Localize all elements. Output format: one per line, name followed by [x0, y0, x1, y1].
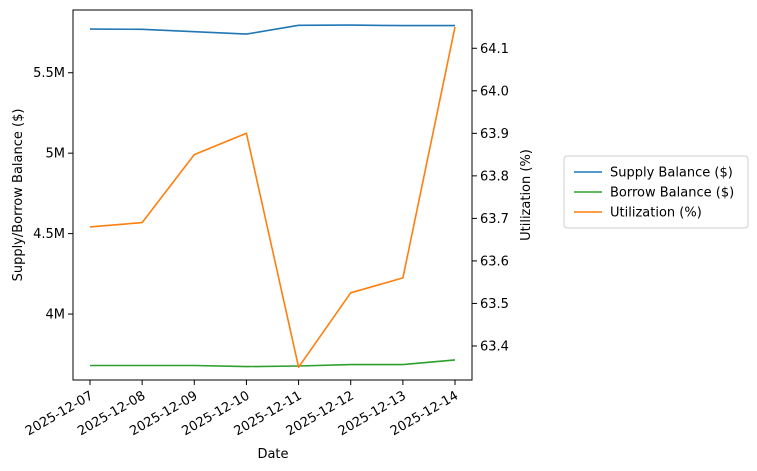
series-line-supply-balance: [89, 24, 455, 35]
legend-items: Supply Balance ($) Borrow Balance ($) Util…: [574, 166, 734, 221]
y-axis-left: 4M 4.5M 5M 5.5M: [33, 66, 73, 323]
y-right-tick-label: 64.1: [480, 42, 509, 57]
y-right-tick-label: 63.4: [480, 339, 509, 354]
legend-label: Utilization (%): [610, 206, 702, 221]
series-layer: [89, 24, 456, 369]
plot-frame: [72, 9, 473, 381]
y-axis-right-title: Utilization (%): [519, 149, 534, 241]
series-line-borrow-balance: [90, 359, 456, 368]
y-right-tick-label: 63.6: [480, 254, 509, 269]
y-left-tick-label: 5.5M: [33, 66, 65, 81]
y-axis-right: 63.4 63.5 63.6 63.7 63.8 63.9 64.0 64.1: [472, 42, 509, 354]
legend-label: Borrow Balance ($): [610, 186, 734, 201]
legend-label: Supply Balance ($): [610, 166, 733, 181]
y-right-tick-label: 63.5: [480, 297, 509, 312]
y-axis-left-title: Supply/Borrow Balance ($): [11, 109, 26, 282]
y-right-tick-label: 63.7: [480, 212, 509, 227]
y-right-tick-label: 63.9: [480, 127, 509, 142]
y-right-tick-label: 64.0: [480, 84, 509, 99]
y-left-tick-label: 4.5M: [33, 227, 65, 242]
y-left-tick-label: 5M: [46, 147, 66, 162]
legend: Supply Balance ($) Borrow Balance ($) Util…: [563, 155, 749, 229]
x-axis-title: Date: [257, 447, 288, 462]
x-axis: 2025-12-072025-12-082025-12-092025-12-10…: [23, 380, 461, 439]
legend-box: [563, 155, 749, 229]
y-left-tick-label: 4M: [46, 308, 66, 323]
series-line-utilization: [89, 26, 456, 369]
y-right-tick-label: 63.8: [480, 169, 509, 184]
